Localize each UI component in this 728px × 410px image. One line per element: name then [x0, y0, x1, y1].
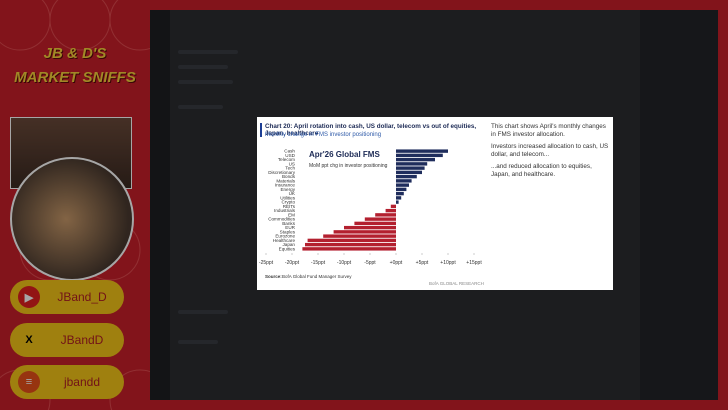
handle: JBandD — [60, 333, 104, 347]
x-tick-label: +15ppt — [466, 260, 482, 266]
bar — [302, 247, 396, 251]
bar — [307, 238, 396, 243]
x-tick-label: +10ppt — [440, 260, 456, 266]
bar — [344, 225, 396, 230]
bar — [396, 183, 409, 187]
note: ...and reduced allocation to equities, J… — [491, 163, 592, 178]
bar — [385, 208, 396, 213]
bar — [396, 153, 443, 158]
category-label: Materials — [276, 178, 295, 183]
x-tick-label: +0ppt — [390, 260, 403, 266]
category-label: Telecom — [278, 157, 295, 162]
chart: Apr'26 Global FMS MoM ppt chg in investo… — [259, 149, 484, 286]
brand: BofA GLOBAL RESEARCH — [429, 281, 484, 286]
member-list — [640, 10, 718, 400]
bar — [333, 230, 396, 234]
bar — [396, 187, 407, 192]
source-label: Source: — [265, 274, 282, 279]
x-tick-label: -5ppt — [364, 260, 376, 266]
slide: Chart 20: April rotation into cash, US d… — [257, 117, 613, 290]
source: BofA Global Fund Manager Survey — [282, 274, 352, 279]
bar — [396, 170, 422, 175]
bar — [364, 217, 396, 221]
category-label: US — [289, 161, 295, 166]
category-label: Japan — [282, 242, 295, 247]
note: Investors increased allocation to cash, … — [491, 143, 609, 158]
category-label: Industrials — [274, 208, 296, 213]
chart-title: Apr'26 Global FMS — [309, 150, 380, 159]
category-label: UK — [289, 191, 296, 196]
x-tick-label: -10ppt — [337, 260, 352, 266]
bar — [396, 166, 425, 170]
slide-title: Chart 20: April rotation into cash, US d… — [265, 123, 477, 137]
bar — [396, 149, 448, 153]
category-label: EUR — [285, 225, 295, 230]
server-bar — [150, 10, 170, 400]
bar — [396, 157, 435, 162]
category-label: USD — [285, 153, 295, 158]
category-label: Crypto — [281, 200, 295, 205]
bar — [396, 191, 404, 196]
chart-subtitle: MoM ppt chg in investor positioning — [309, 163, 388, 169]
category-label: Insurance — [275, 183, 296, 188]
x-button[interactable]: X JBandD — [10, 323, 124, 357]
bar — [323, 234, 396, 238]
youtube-button[interactable]: ▶ JBand_D — [10, 280, 124, 314]
substack-button[interactable]: ≡ jbandd — [10, 365, 124, 399]
category-label: EM — [288, 212, 295, 217]
bar — [390, 204, 396, 209]
bar — [375, 213, 396, 217]
x-tick-label: -25ppt — [259, 260, 274, 266]
bar — [354, 221, 396, 226]
bar — [396, 179, 412, 183]
category-label: Healthcare — [273, 238, 296, 243]
title-line: JB & D'S — [43, 45, 107, 62]
bar — [305, 242, 396, 247]
slide-subtitle: Monthly change in FMS investor positioni… — [265, 132, 382, 138]
note: This chart shows April's monthly changes… — [491, 123, 606, 138]
x-tick-label: -15ppt — [311, 260, 326, 266]
bar — [396, 174, 417, 179]
category-label: Utilities — [280, 195, 296, 200]
category-label: Discretionary — [268, 170, 296, 175]
x-tick-label: +5ppt — [416, 260, 429, 266]
category-label: Staples — [280, 229, 296, 234]
category-label: Banks — [282, 221, 295, 226]
category-label: Tech — [285, 166, 295, 171]
category-label: Energy — [280, 187, 295, 192]
category-label: Cash — [284, 149, 295, 154]
overlay-title: JB & D'S MARKET SNIFFS — [0, 42, 150, 90]
handle: jbandd — [63, 375, 101, 389]
category-label: Eurozone — [275, 234, 295, 239]
category-label: REITs — [283, 204, 296, 209]
bar — [396, 162, 428, 166]
notes: This chart shows April's monthly changes… — [491, 123, 609, 179]
bar — [396, 196, 402, 200]
category-label: Equities — [279, 246, 296, 251]
bar — [396, 200, 399, 204]
category-label: Commodities — [268, 217, 296, 222]
dog-camera — [10, 157, 134, 281]
title-line: MARKET SNIFFS — [14, 69, 136, 86]
category-label: Bonds — [282, 174, 296, 179]
handle: JBand_D — [57, 290, 107, 304]
x-tick-label: -20ppt — [285, 260, 300, 266]
